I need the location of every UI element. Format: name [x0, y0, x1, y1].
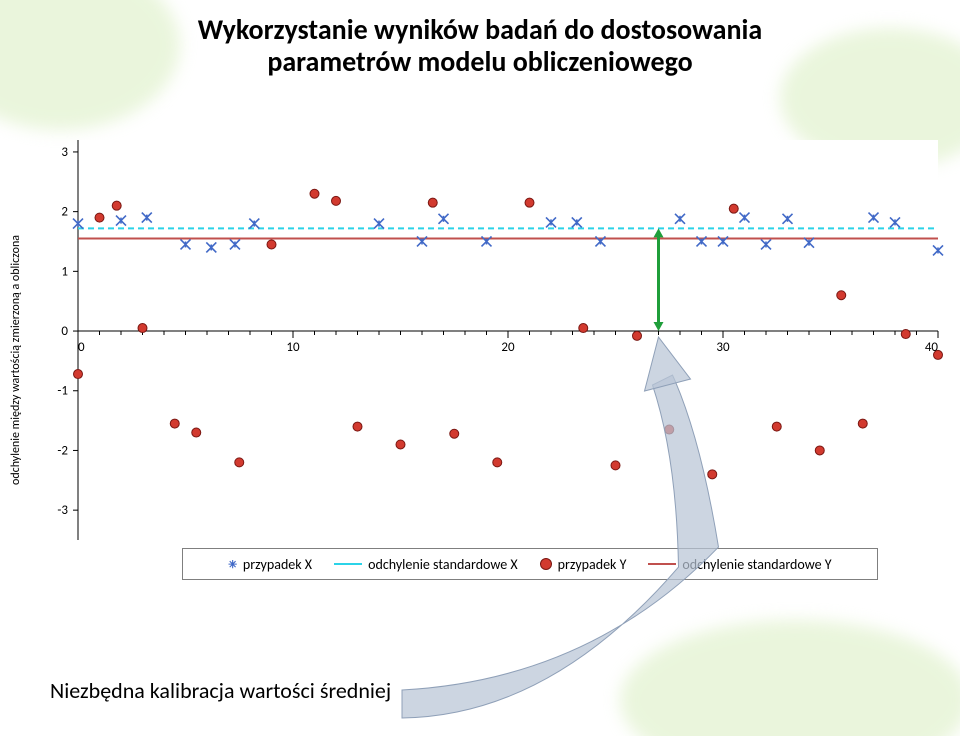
scatter-chart: odchylenie między wartością zmierzoną a …: [22, 140, 938, 580]
svg-text:3: 3: [61, 145, 68, 160]
svg-text:1: 1: [61, 264, 68, 279]
title-line2: parametrów modelu obliczeniowego: [267, 44, 692, 79]
svg-text:-1: -1: [57, 384, 68, 399]
legend-item: odchylenie standardowe Y: [648, 556, 831, 573]
legend-item: ✳przypadek X: [228, 556, 312, 573]
legend-item: przypadek Y: [540, 556, 627, 573]
chart-legend: ✳przypadek X odchylenie standardowe X przy…: [182, 548, 878, 580]
svg-text:30: 30: [716, 340, 730, 355]
svg-text:2: 2: [61, 205, 68, 220]
footer-note: Niezbędna kalibracja wartości średniej: [50, 677, 391, 704]
plot-area: 010203040-3-2-10123: [78, 140, 938, 540]
svg-text:20: 20: [501, 340, 515, 355]
svg-text:-3: -3: [57, 503, 68, 518]
y-axis-label: odchylenie między wartością zmierzoną a …: [9, 235, 23, 485]
page-title: Wykorzystanie wyników badań do dostosowa…: [0, 14, 960, 78]
title-line1: Wykorzystanie wyników badań do dostosowa…: [198, 12, 762, 47]
svg-text:10: 10: [286, 340, 300, 355]
legend-item: odchylenie standardowe X: [334, 556, 518, 573]
svg-text:0: 0: [61, 324, 68, 339]
svg-text:-2: -2: [57, 443, 68, 458]
svg-text:0: 0: [78, 340, 85, 355]
